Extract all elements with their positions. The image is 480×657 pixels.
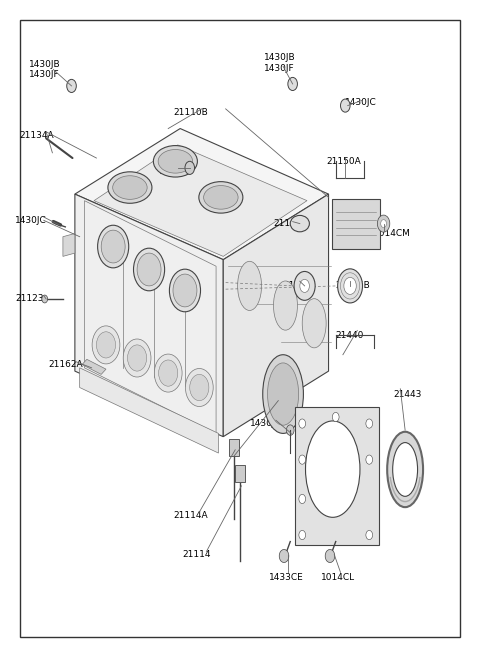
Ellipse shape: [387, 432, 423, 507]
Ellipse shape: [305, 421, 360, 517]
Polygon shape: [75, 194, 223, 437]
Ellipse shape: [154, 146, 197, 177]
Ellipse shape: [185, 369, 213, 407]
Text: 21110B: 21110B: [173, 108, 208, 117]
Ellipse shape: [92, 326, 120, 364]
Text: 21152: 21152: [274, 219, 302, 228]
Circle shape: [366, 530, 372, 539]
Circle shape: [288, 78, 298, 91]
Ellipse shape: [393, 443, 418, 496]
Text: 21117: 21117: [283, 281, 312, 290]
FancyBboxPatch shape: [332, 198, 380, 248]
Ellipse shape: [42, 295, 48, 303]
Circle shape: [279, 549, 289, 562]
FancyBboxPatch shape: [235, 465, 245, 482]
Ellipse shape: [133, 248, 165, 291]
Circle shape: [344, 277, 356, 294]
Text: 1014CM: 1014CM: [374, 229, 411, 238]
Circle shape: [287, 425, 294, 436]
Polygon shape: [63, 233, 75, 256]
Ellipse shape: [113, 175, 147, 199]
Ellipse shape: [274, 281, 298, 330]
Text: 1433CE: 1433CE: [269, 573, 303, 582]
Polygon shape: [82, 359, 106, 374]
Circle shape: [366, 455, 372, 464]
Text: 21115B: 21115B: [336, 281, 371, 290]
Ellipse shape: [97, 225, 129, 268]
Text: 1014CL: 1014CL: [322, 573, 356, 582]
Circle shape: [67, 79, 76, 93]
Bar: [295, 407, 379, 545]
Ellipse shape: [123, 339, 151, 377]
Circle shape: [300, 279, 310, 292]
Ellipse shape: [101, 230, 125, 263]
Text: 21443: 21443: [393, 390, 421, 399]
Text: 21123: 21123: [15, 294, 44, 304]
Circle shape: [294, 271, 315, 300]
Circle shape: [332, 413, 339, 422]
Polygon shape: [223, 194, 328, 437]
Ellipse shape: [158, 150, 192, 173]
Circle shape: [366, 419, 372, 428]
Circle shape: [299, 494, 306, 503]
Ellipse shape: [238, 261, 262, 311]
Text: 21114: 21114: [182, 550, 211, 559]
Circle shape: [340, 99, 350, 112]
Ellipse shape: [169, 269, 201, 312]
Text: 1430JC: 1430JC: [345, 98, 377, 107]
Ellipse shape: [204, 185, 238, 209]
Circle shape: [185, 162, 194, 174]
Ellipse shape: [199, 181, 243, 213]
Circle shape: [337, 269, 362, 303]
Ellipse shape: [190, 374, 209, 401]
Text: 1430JC: 1430JC: [15, 215, 47, 225]
Ellipse shape: [263, 355, 303, 434]
Ellipse shape: [173, 274, 197, 307]
Polygon shape: [75, 129, 328, 260]
Circle shape: [381, 219, 386, 227]
Ellipse shape: [267, 363, 299, 425]
Polygon shape: [94, 145, 307, 256]
Circle shape: [325, 549, 335, 562]
Ellipse shape: [302, 299, 326, 348]
Text: 21150A: 21150A: [326, 157, 361, 166]
Ellipse shape: [96, 332, 116, 358]
Text: 21162A: 21162A: [48, 360, 83, 369]
FancyBboxPatch shape: [229, 439, 239, 456]
Text: 1430JB
1430JF: 1430JB 1430JF: [29, 60, 61, 79]
Ellipse shape: [290, 215, 310, 232]
Text: 1430JB
1430JF: 1430JB 1430JF: [264, 53, 296, 73]
Ellipse shape: [155, 354, 182, 392]
Circle shape: [377, 215, 390, 232]
Circle shape: [299, 419, 306, 428]
Ellipse shape: [108, 172, 152, 203]
Text: 21134A: 21134A: [20, 131, 54, 139]
Polygon shape: [80, 368, 218, 453]
Circle shape: [299, 455, 306, 464]
Circle shape: [299, 530, 306, 539]
Ellipse shape: [158, 360, 178, 386]
Ellipse shape: [137, 253, 161, 286]
Text: 1571TC: 1571TC: [158, 167, 193, 175]
Text: 21440: 21440: [336, 330, 364, 340]
Text: 1430JC: 1430JC: [250, 419, 281, 428]
Text: 21114A: 21114A: [173, 511, 208, 520]
Ellipse shape: [128, 345, 147, 371]
